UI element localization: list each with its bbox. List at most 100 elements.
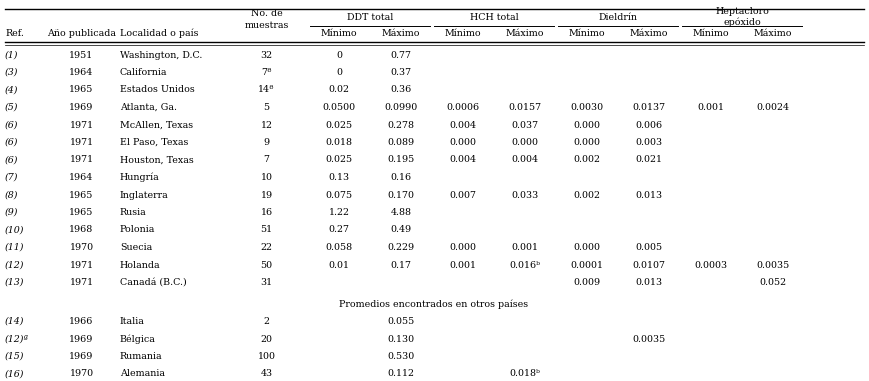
Text: 1970: 1970: [70, 370, 94, 378]
Text: Estados Unidos: Estados Unidos: [120, 85, 195, 94]
Text: Alemania: Alemania: [120, 370, 165, 378]
Text: (8): (8): [5, 190, 18, 200]
Text: Atlanta, Ga.: Atlanta, Ga.: [120, 103, 177, 112]
Text: 0.033: 0.033: [511, 190, 539, 200]
Text: 0.006: 0.006: [635, 120, 662, 130]
Text: 14ª: 14ª: [258, 85, 275, 94]
Text: 0.002: 0.002: [574, 155, 600, 165]
Text: 0.016ᵇ: 0.016ᵇ: [509, 261, 541, 269]
Text: 0.0500: 0.0500: [322, 103, 355, 112]
Text: 1965: 1965: [70, 208, 94, 217]
Text: 0.0006: 0.0006: [447, 103, 480, 112]
Text: Inglaterra: Inglaterra: [120, 190, 169, 200]
Text: 0.001: 0.001: [698, 103, 725, 112]
Text: (11): (11): [5, 243, 24, 252]
Text: 0.005: 0.005: [635, 243, 662, 252]
Text: 1.22: 1.22: [328, 208, 349, 217]
Text: 0.013: 0.013: [635, 190, 662, 200]
Text: 1964: 1964: [70, 68, 94, 77]
Text: 0.0137: 0.0137: [633, 103, 666, 112]
Text: 1965: 1965: [70, 190, 94, 200]
Text: 0.36: 0.36: [390, 85, 412, 94]
Text: 1964: 1964: [70, 173, 94, 182]
Text: (4): (4): [5, 85, 18, 94]
Text: Mínimo: Mínimo: [693, 29, 729, 37]
Text: 0.001: 0.001: [512, 243, 539, 252]
Text: 0.229: 0.229: [388, 243, 415, 252]
Text: 22: 22: [261, 243, 273, 252]
Text: 0: 0: [336, 68, 342, 77]
Text: 10: 10: [261, 173, 273, 182]
Text: Mínimo: Mínimo: [321, 29, 357, 37]
Text: 0.01: 0.01: [328, 261, 349, 269]
Text: 0.0990: 0.0990: [384, 103, 418, 112]
Text: DDT total: DDT total: [347, 13, 393, 21]
Text: Hungría: Hungría: [120, 173, 160, 182]
Text: 0.000: 0.000: [449, 243, 476, 252]
Text: 0.77: 0.77: [390, 51, 412, 59]
Text: 0.0107: 0.0107: [633, 261, 666, 269]
Text: 16: 16: [261, 208, 273, 217]
Text: 1965: 1965: [70, 85, 94, 94]
Text: 9: 9: [263, 138, 269, 147]
Text: 0.004: 0.004: [449, 155, 476, 165]
Text: 1966: 1966: [70, 317, 94, 326]
Text: (5): (5): [5, 103, 18, 112]
Text: 0.130: 0.130: [388, 335, 415, 344]
Text: 4.88: 4.88: [390, 208, 412, 217]
Text: (14): (14): [5, 317, 24, 326]
Text: 0.007: 0.007: [449, 190, 476, 200]
Text: (9): (9): [5, 208, 18, 217]
Text: 43: 43: [261, 370, 273, 378]
Text: 1971: 1971: [70, 278, 94, 287]
Text: (16): (16): [5, 370, 24, 378]
Text: 7: 7: [263, 155, 269, 165]
Text: 5: 5: [263, 103, 269, 112]
Text: 1969: 1969: [70, 103, 94, 112]
Text: muestras: muestras: [244, 21, 289, 29]
Text: 0.000: 0.000: [574, 120, 600, 130]
Text: 0.530: 0.530: [388, 352, 415, 361]
Text: Italia: Italia: [120, 317, 145, 326]
Text: 0.16: 0.16: [390, 173, 412, 182]
Text: Máximo: Máximo: [506, 29, 544, 37]
Text: 0.0024: 0.0024: [757, 103, 790, 112]
Text: 0.089: 0.089: [388, 138, 415, 147]
Text: 2: 2: [263, 317, 269, 326]
Text: 0.0001: 0.0001: [571, 261, 603, 269]
Text: 0.000: 0.000: [449, 138, 476, 147]
Text: 0.013: 0.013: [635, 278, 662, 287]
Text: 0.058: 0.058: [325, 243, 353, 252]
Text: (1): (1): [5, 51, 18, 59]
Text: Suecia: Suecia: [120, 243, 152, 252]
Text: 0.055: 0.055: [388, 317, 415, 326]
Text: 0.025: 0.025: [325, 120, 353, 130]
Text: 0.112: 0.112: [388, 370, 415, 378]
Text: 0.001: 0.001: [449, 261, 476, 269]
Text: 0.13: 0.13: [328, 173, 349, 182]
Text: 0.195: 0.195: [388, 155, 415, 165]
Text: 0.018: 0.018: [326, 138, 353, 147]
Text: Máximo: Máximo: [753, 29, 793, 37]
Text: 1971: 1971: [70, 120, 94, 130]
Text: 0.025: 0.025: [325, 155, 353, 165]
Text: 1969: 1969: [70, 352, 94, 361]
Text: Máximo: Máximo: [630, 29, 668, 37]
Text: 0.0035: 0.0035: [633, 335, 666, 344]
Text: 0.009: 0.009: [574, 278, 600, 287]
Text: 0.052: 0.052: [760, 278, 786, 287]
Text: 1969: 1969: [70, 335, 94, 344]
Text: 20: 20: [261, 335, 273, 344]
Text: 1970: 1970: [70, 243, 94, 252]
Text: 0.003: 0.003: [635, 138, 662, 147]
Text: Año publicada: Año publicada: [47, 29, 116, 37]
Text: 0.02: 0.02: [328, 85, 349, 94]
Text: 0.000: 0.000: [574, 138, 600, 147]
Text: Canadá (B.C.): Canadá (B.C.): [120, 278, 187, 287]
Text: (6): (6): [5, 138, 18, 147]
Text: (6): (6): [5, 120, 18, 130]
Text: El Paso, Texas: El Paso, Texas: [120, 138, 189, 147]
Text: 0.037: 0.037: [512, 120, 539, 130]
Text: Promedios encontrados en otros países: Promedios encontrados en otros países: [340, 299, 528, 309]
Text: 100: 100: [257, 352, 275, 361]
